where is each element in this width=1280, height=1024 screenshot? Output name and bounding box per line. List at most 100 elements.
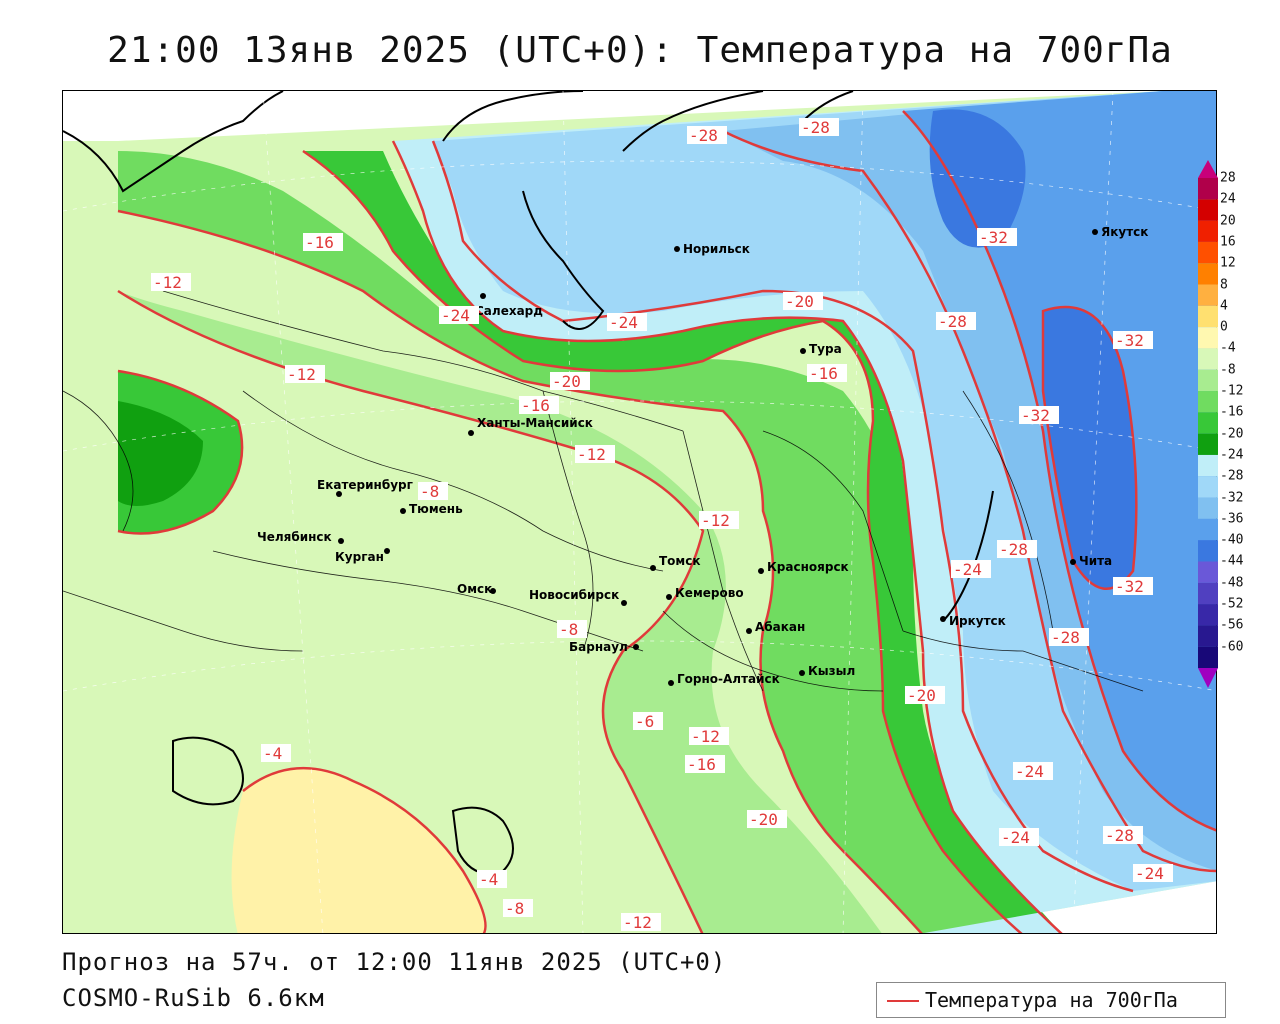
isotherm-label: -16 [305, 233, 334, 252]
city-label: Салехард [475, 304, 543, 318]
scale-cell [1198, 305, 1218, 328]
scale-cell [1198, 178, 1218, 200]
city-label: Норильск [683, 242, 750, 256]
scale-tick-label: -16 [1220, 404, 1244, 420]
cold-core-east [1043, 307, 1137, 589]
isotherm-label: -16 [521, 396, 550, 415]
city-label: Абакан [755, 620, 805, 634]
admin-borders [63, 290, 1144, 692]
scale-cells [1198, 178, 1218, 668]
scale-tick-label: 4 [1220, 298, 1228, 314]
graticule [63, 91, 1216, 933]
city-label: Новосибирск [529, 588, 619, 602]
scale-tick-label: -40 [1220, 532, 1244, 548]
forecast-info: Прогноз на 57ч. от 12:00 11янв 2025 (UTC… [62, 948, 727, 976]
city-kyzyl: Кызыл [799, 664, 855, 678]
isotherm-label: -32 [1115, 577, 1144, 596]
city-label: Чита [1079, 554, 1112, 568]
isotherm-label: -6 [635, 712, 654, 731]
scale-cell [1198, 369, 1218, 392]
scale-tick-label: -4 [1220, 340, 1236, 356]
west-cold-core [118, 401, 203, 506]
isotherm-label: -12 [577, 445, 606, 464]
scale-cell [1198, 327, 1218, 349]
isotherm-label: -28 [1105, 826, 1134, 845]
scale-cell [1198, 646, 1218, 668]
scale-tick-label: 0 [1220, 319, 1228, 335]
isotherm-label: -28 [1051, 628, 1080, 647]
temp-band-minus12 [118, 151, 1022, 933]
isotherm-label: -24 [1015, 762, 1044, 781]
city-label: Кемерово [675, 586, 744, 600]
coastlines [63, 91, 994, 875]
model-name: COSMO-RuSib 6.6км [62, 984, 325, 1012]
isotherm-label: -20 [907, 686, 936, 705]
scale-cell [1198, 582, 1218, 605]
scale-cell [1198, 199, 1218, 221]
cold-core-north [929, 109, 1026, 248]
legend-line-icon [887, 1000, 919, 1002]
scale-cell [1198, 263, 1218, 285]
isotherm-label: -16 [809, 364, 838, 383]
scale-tick-label: -52 [1220, 596, 1244, 612]
scale-tick-label: 28 [1220, 170, 1236, 186]
scale-tick-label: -56 [1220, 617, 1244, 633]
isotherm-label: -20 [785, 292, 814, 311]
city-krasnoyarsk: Красноярск [758, 560, 849, 574]
city-label: Якутск [1101, 225, 1148, 239]
warm-zone [231, 768, 486, 933]
scale-cell [1198, 518, 1218, 541]
scale-tick-label: -44 [1220, 553, 1244, 569]
city-label: Барнаул [569, 640, 628, 654]
scale-tick-label: -20 [1220, 426, 1244, 442]
city-abakan: Абакан [746, 620, 805, 634]
city-tomsk: Томск [650, 554, 701, 571]
isotherm-label: -28 [689, 126, 718, 145]
city-label: Красноярск [767, 560, 849, 574]
scale-cell [1198, 412, 1218, 434]
scale-cell [1198, 220, 1218, 242]
city-label: Ханты-Мансийск [477, 416, 593, 430]
isotherm-label: -24 [441, 306, 470, 325]
isotherm-label: -4 [263, 744, 282, 763]
isotherm-label: -12 [153, 273, 182, 292]
isotherm-label: -24 [953, 560, 982, 579]
city-label: Томск [659, 554, 701, 568]
city-chita: Чита [1070, 554, 1112, 568]
scale-top-arrow [1198, 160, 1218, 178]
isotherm-label: -32 [1021, 406, 1050, 425]
map-panel: Норильск Салехард Якутск Тура Ханты-Манс… [62, 90, 1217, 934]
isotherm-label: -28 [938, 312, 967, 331]
scale-cell [1198, 561, 1218, 583]
isotherm-label: -20 [749, 810, 778, 829]
city-chelyabinsk: Челябинск [257, 530, 344, 544]
city-markers: Норильск Салехард Якутск Тура Ханты-Манс… [257, 225, 1148, 686]
isotherm-label: -12 [623, 913, 652, 932]
isotherm-label: -4 [479, 870, 498, 889]
city-label: Челябинск [257, 530, 332, 544]
scale-tick-label: -12 [1220, 383, 1244, 399]
scale-tick-label: -32 [1220, 490, 1244, 506]
isotherm-label: -8 [559, 620, 578, 639]
city-label: Кызыл [808, 664, 855, 678]
city-norilsk: Норильск [674, 242, 750, 256]
isotherm-label: -32 [979, 228, 1008, 247]
scale-cell [1198, 476, 1218, 498]
temperature-map: Норильск Салехард Якутск Тура Ханты-Манс… [63, 91, 1216, 933]
scale-cell [1198, 540, 1218, 562]
city-label: Иркутск [949, 614, 1006, 628]
scale-cell [1198, 241, 1218, 264]
city-khanty-mansiysk: Ханты-Мансийск [468, 416, 593, 436]
isotherm-label: -28 [999, 540, 1028, 559]
scale-tick-label: 20 [1220, 213, 1236, 229]
isotherm-label: -28 [801, 118, 830, 137]
city-label: Тюмень [409, 502, 463, 516]
page-title: 21:00 13янв 2025 (UTC+0): Температура на… [107, 30, 1173, 71]
city-novosibirsk: Новосибирск [529, 588, 627, 606]
city-label: Тура [809, 342, 842, 356]
city-salekhard: Салехард [475, 293, 543, 318]
isotherm-label: -24 [1135, 864, 1164, 883]
scale-tick-label: -60 [1220, 639, 1244, 655]
isotherm-label: -12 [287, 365, 316, 384]
city-barnaul: Барнаул [569, 640, 639, 654]
